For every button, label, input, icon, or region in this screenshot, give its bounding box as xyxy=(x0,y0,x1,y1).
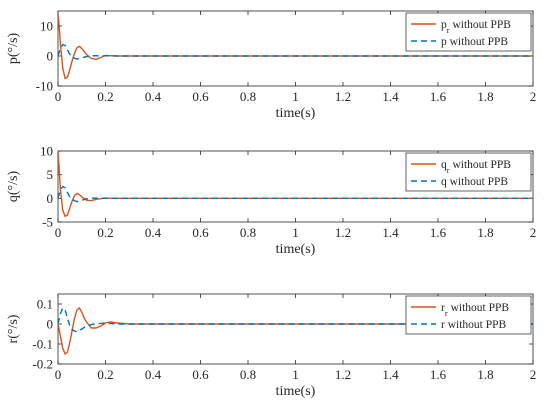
x-axis-label: time(s) xyxy=(276,242,316,257)
panel-3: 0 0.2 0.4 0.6 0.8 1 1.2 1.4 1.6 1.8 2-0.2-0.100.1t… xyxy=(6,293,537,399)
x-tick-label: 1.2 xyxy=(335,89,351,104)
legend-entry: r without PPB xyxy=(441,319,507,331)
x-tick-label: 1 xyxy=(292,89,299,104)
x-tick-label: 2 xyxy=(530,225,537,240)
series-line-2 xyxy=(58,306,533,333)
x-tick-label: 0 xyxy=(55,89,62,104)
x-tick-label: 0.4 xyxy=(145,225,162,240)
x-tick-label: 1.6 xyxy=(430,225,447,240)
x-tick-label: 1.8 xyxy=(477,89,493,104)
x-tick-label: 0.6 xyxy=(192,367,209,382)
y-tick-label: -10 xyxy=(36,79,53,94)
legend-entry: qr without PPB xyxy=(441,159,511,175)
legend-box xyxy=(405,152,532,192)
x-tick-label: 1.4 xyxy=(382,225,399,240)
x-tick-label: 1 xyxy=(292,225,299,240)
x-tick-label: 1.4 xyxy=(382,89,399,104)
y-tick-label: -5 xyxy=(42,215,53,230)
x-tick-label: 1 xyxy=(292,367,299,382)
x-tick-label: 0.4 xyxy=(145,367,162,382)
x-tick-label: 0.6 xyxy=(192,225,209,240)
legend-box xyxy=(405,295,532,335)
x-tick-label: 0.2 xyxy=(97,367,113,382)
y-tick-label: -0.2 xyxy=(32,357,53,372)
series-line-1 xyxy=(58,306,533,356)
y-tick-label: 0.1 xyxy=(37,297,53,312)
x-tick-label: 0.4 xyxy=(145,89,162,104)
x-tick-label: 1.4 xyxy=(382,367,399,382)
y-axis-label: r(°/s) xyxy=(6,314,21,343)
x-tick-label: 2 xyxy=(530,367,537,382)
x-tick-label: 0.8 xyxy=(240,89,256,104)
x-tick-label: 0.2 xyxy=(97,225,113,240)
x-tick-label: 0.8 xyxy=(240,367,256,382)
legend-entry: q without PPB xyxy=(441,176,508,188)
legend-box xyxy=(405,12,532,52)
legend-entry: p without PPB xyxy=(441,36,508,48)
x-tick-label: 1.6 xyxy=(430,367,447,382)
x-tick-label: 0.2 xyxy=(97,89,113,104)
series-line-1 xyxy=(58,151,533,218)
legend-entry: pr without PPB xyxy=(441,19,511,35)
x-tick-label: 1.8 xyxy=(477,367,493,382)
y-tick-label: 10 xyxy=(40,19,53,34)
y-axis-label: q(°/s) xyxy=(6,171,21,203)
x-tick-label: 1.2 xyxy=(335,225,351,240)
x-tick-label: 2 xyxy=(530,89,537,104)
panel-1: 0 0.2 0.4 0.6 0.8 1 1.2 1.4 1.6 1.8 2-10010time(s)… xyxy=(6,10,537,121)
y-tick-label: 0 xyxy=(47,191,54,206)
panel-2: 0 0.2 0.4 0.6 0.8 1 1.2 1.4 1.6 1.8 2-50510time(s)… xyxy=(6,144,536,258)
y-tick-label: 10 xyxy=(40,144,53,159)
x-axis-label: time(s) xyxy=(276,384,316,399)
y-axis-label: p(°/s) xyxy=(6,33,21,65)
x-tick-label: 1.6 xyxy=(430,89,447,104)
x-axis-label: time(s) xyxy=(276,106,316,121)
y-tick-label: -0.1 xyxy=(32,337,53,352)
y-tick-label: 0 xyxy=(47,317,54,332)
x-tick-label: 0.8 xyxy=(240,225,256,240)
series-line-2 xyxy=(58,185,533,203)
x-tick-label: 0 xyxy=(55,367,62,382)
y-tick-label: 0 xyxy=(47,49,54,64)
series-line-2 xyxy=(58,43,533,60)
y-tick-label: 5 xyxy=(47,167,54,182)
x-tick-label: 1.8 xyxy=(477,225,493,240)
x-tick-label: 0.6 xyxy=(192,89,209,104)
x-tick-label: 1.2 xyxy=(335,367,351,382)
legend-entry: rr without PPB xyxy=(441,302,509,318)
x-tick-label: 0 xyxy=(55,225,62,240)
